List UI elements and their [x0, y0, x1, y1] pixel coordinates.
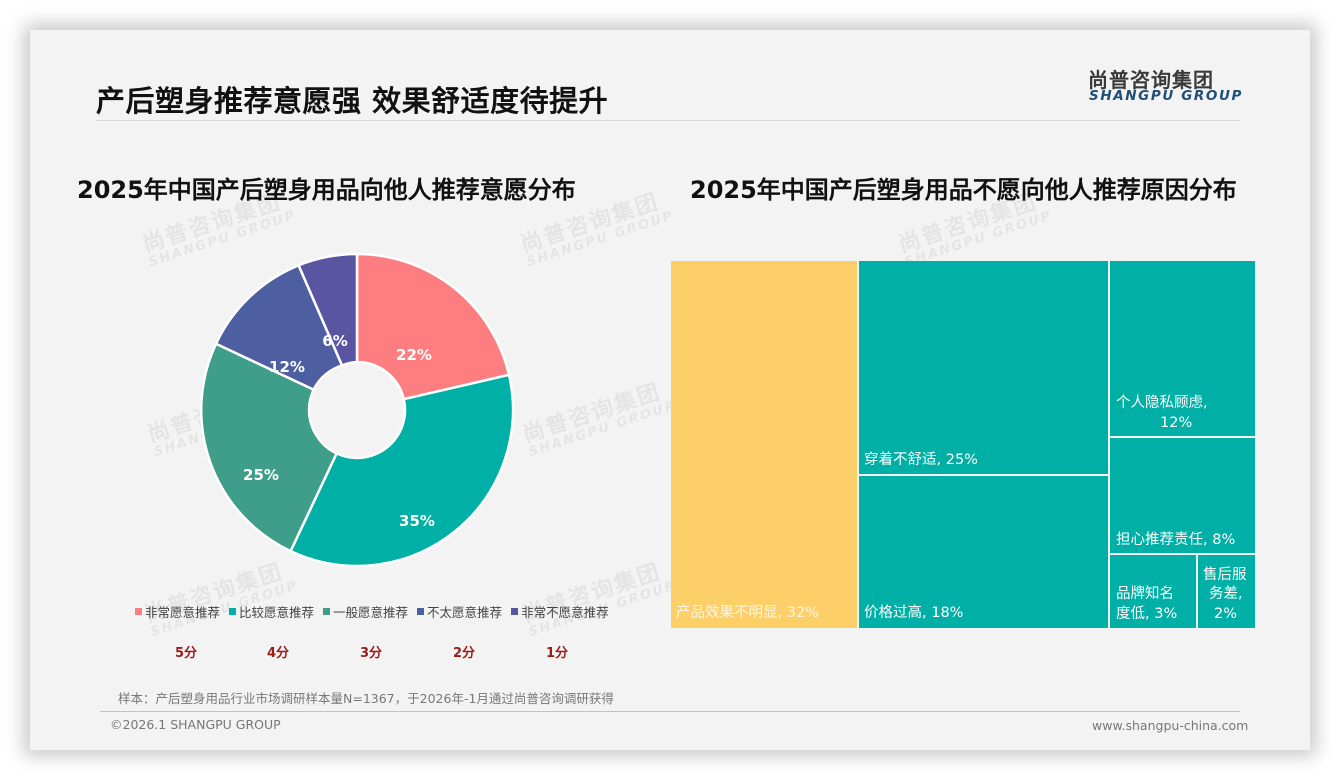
website-link[interactable]: www.shangpu-china.com [1092, 718, 1249, 733]
legend-swatch [323, 608, 331, 615]
page-title: 产后塑身推荐意愿强 效果舒适度待提升 [96, 84, 609, 118]
donut-chart: 22% 35% 25% 12% 6% [200, 252, 515, 568]
legend-label: 非常愿意推荐 [145, 605, 221, 620]
legend-item-fairly-willing: 比较愿意推荐 [229, 602, 314, 621]
legend-swatch [229, 608, 237, 615]
left-chart-title: 2025年中国产后塑身用品向他人推荐意愿分布 [77, 176, 576, 204]
treemap-label: 度低, 3% [1116, 606, 1178, 622]
legend-item-unwilling: 不太愿意推荐 [417, 602, 502, 621]
score-2: 2分 [452, 646, 476, 661]
treemap-tile-uncomfortable: 穿着不舒适, 25% [859, 261, 1108, 474]
treemap-chart: 产品效果不明显, 32% 穿着不舒适, 25% 价格过高, 18% 个人隐私顾虑… [671, 261, 1255, 628]
treemap-label: 品牌知名 [1116, 586, 1174, 602]
logo-cn: 尚普咨询集团 [1088, 68, 1214, 92]
treemap-tile-price: 价格过高, 18% [859, 476, 1108, 628]
legend-label: 不太愿意推荐 [427, 605, 503, 620]
legend-label: 比较愿意推荐 [239, 605, 315, 620]
treemap-label: 担心推荐责任, 8% [1116, 532, 1236, 548]
treemap-label: 售后服 [1203, 567, 1247, 583]
legend-swatch [135, 608, 142, 615]
score-1: 1分 [545, 646, 569, 661]
legend-swatch [417, 608, 425, 615]
watermark: 尚普咨询集团 SHANGPU GROUP [520, 557, 679, 641]
legend-label: 非常不愿意推荐 [521, 605, 609, 620]
treemap-label: 个人隐私顾虑, [1116, 395, 1208, 411]
watermark-en: SHANGPU GROUP [524, 208, 677, 271]
title-divider [96, 120, 1240, 121]
treemap-tile-brand: 品牌知名 度低, 3% [1110, 555, 1196, 628]
donut-label-6: 6% [322, 332, 347, 350]
legend-label: 一般愿意推荐 [333, 605, 409, 620]
treemap-tile-privacy: 个人隐私顾虑, 12% [1110, 261, 1255, 436]
treemap-tile-responsibility: 担心推荐责任, 8% [1110, 438, 1255, 553]
watermark-cn: 尚普咨询集团 [519, 379, 665, 448]
donut-slice-very-willing [355, 252, 511, 401]
watermark: 尚普咨询集团 SHANGPU GROUP [519, 377, 679, 461]
donut-label-35: 35% [399, 512, 435, 530]
donut-legend: 非常愿意推荐 比较愿意推荐 一般愿意推荐 不太愿意推荐 非常不愿意推荐 [135, 602, 614, 621]
legend-item-very-unwilling: 非常不愿意推荐 [511, 602, 609, 621]
donut-slice-neutral [200, 342, 338, 553]
treemap-label: 产品效果不明显, 32% [676, 605, 819, 621]
score-4: 4分 [266, 646, 290, 661]
score-5: 5分 [174, 646, 198, 661]
treemap-label: 穿着不舒适, 25% [864, 452, 978, 468]
footer-divider [100, 711, 1240, 712]
donut-label-22: 22% [396, 346, 432, 364]
slide: 尚普咨询集团 SHANGPU GROUP 尚普咨询集团 SHANGPU GROU… [30, 30, 1310, 750]
legend-item-very-willing: 非常愿意推荐 [135, 602, 220, 621]
right-chart-title: 2025年中国产后塑身用品不愿向他人推荐原因分布 [690, 176, 1237, 204]
treemap-tile-service: 售后服 务差, 2% [1198, 555, 1255, 628]
treemap-tile-ineffective: 产品效果不明显, 32% [671, 261, 857, 628]
legend-item-neutral: 一般愿意推荐 [323, 602, 408, 621]
donut-slice-very-unwilling [297, 252, 359, 367]
treemap-label: 12% [1160, 415, 1193, 431]
copyright: ©2026.1 SHANGPU GROUP [110, 717, 281, 732]
treemap-label: 价格过高, 18% [864, 605, 964, 621]
legend-swatch [511, 608, 519, 615]
donut-slice-unwilling [214, 264, 344, 391]
treemap-label: 务差, [1209, 586, 1243, 602]
score-3: 3分 [359, 646, 383, 661]
sample-note: 样本：产后塑身用品行业市场调研样本量N=1367，于2026年-1月通过尚普咨询… [118, 691, 614, 706]
donut-label-25: 25% [243, 466, 279, 484]
treemap-label: 2% [1214, 606, 1238, 622]
donut-slice-fairly-willing [289, 373, 515, 568]
watermark-en: SHANGPU GROUP [526, 398, 679, 461]
logo-en: SHANGPU GROUP [1089, 88, 1244, 104]
donut-label-12: 12% [269, 358, 305, 376]
